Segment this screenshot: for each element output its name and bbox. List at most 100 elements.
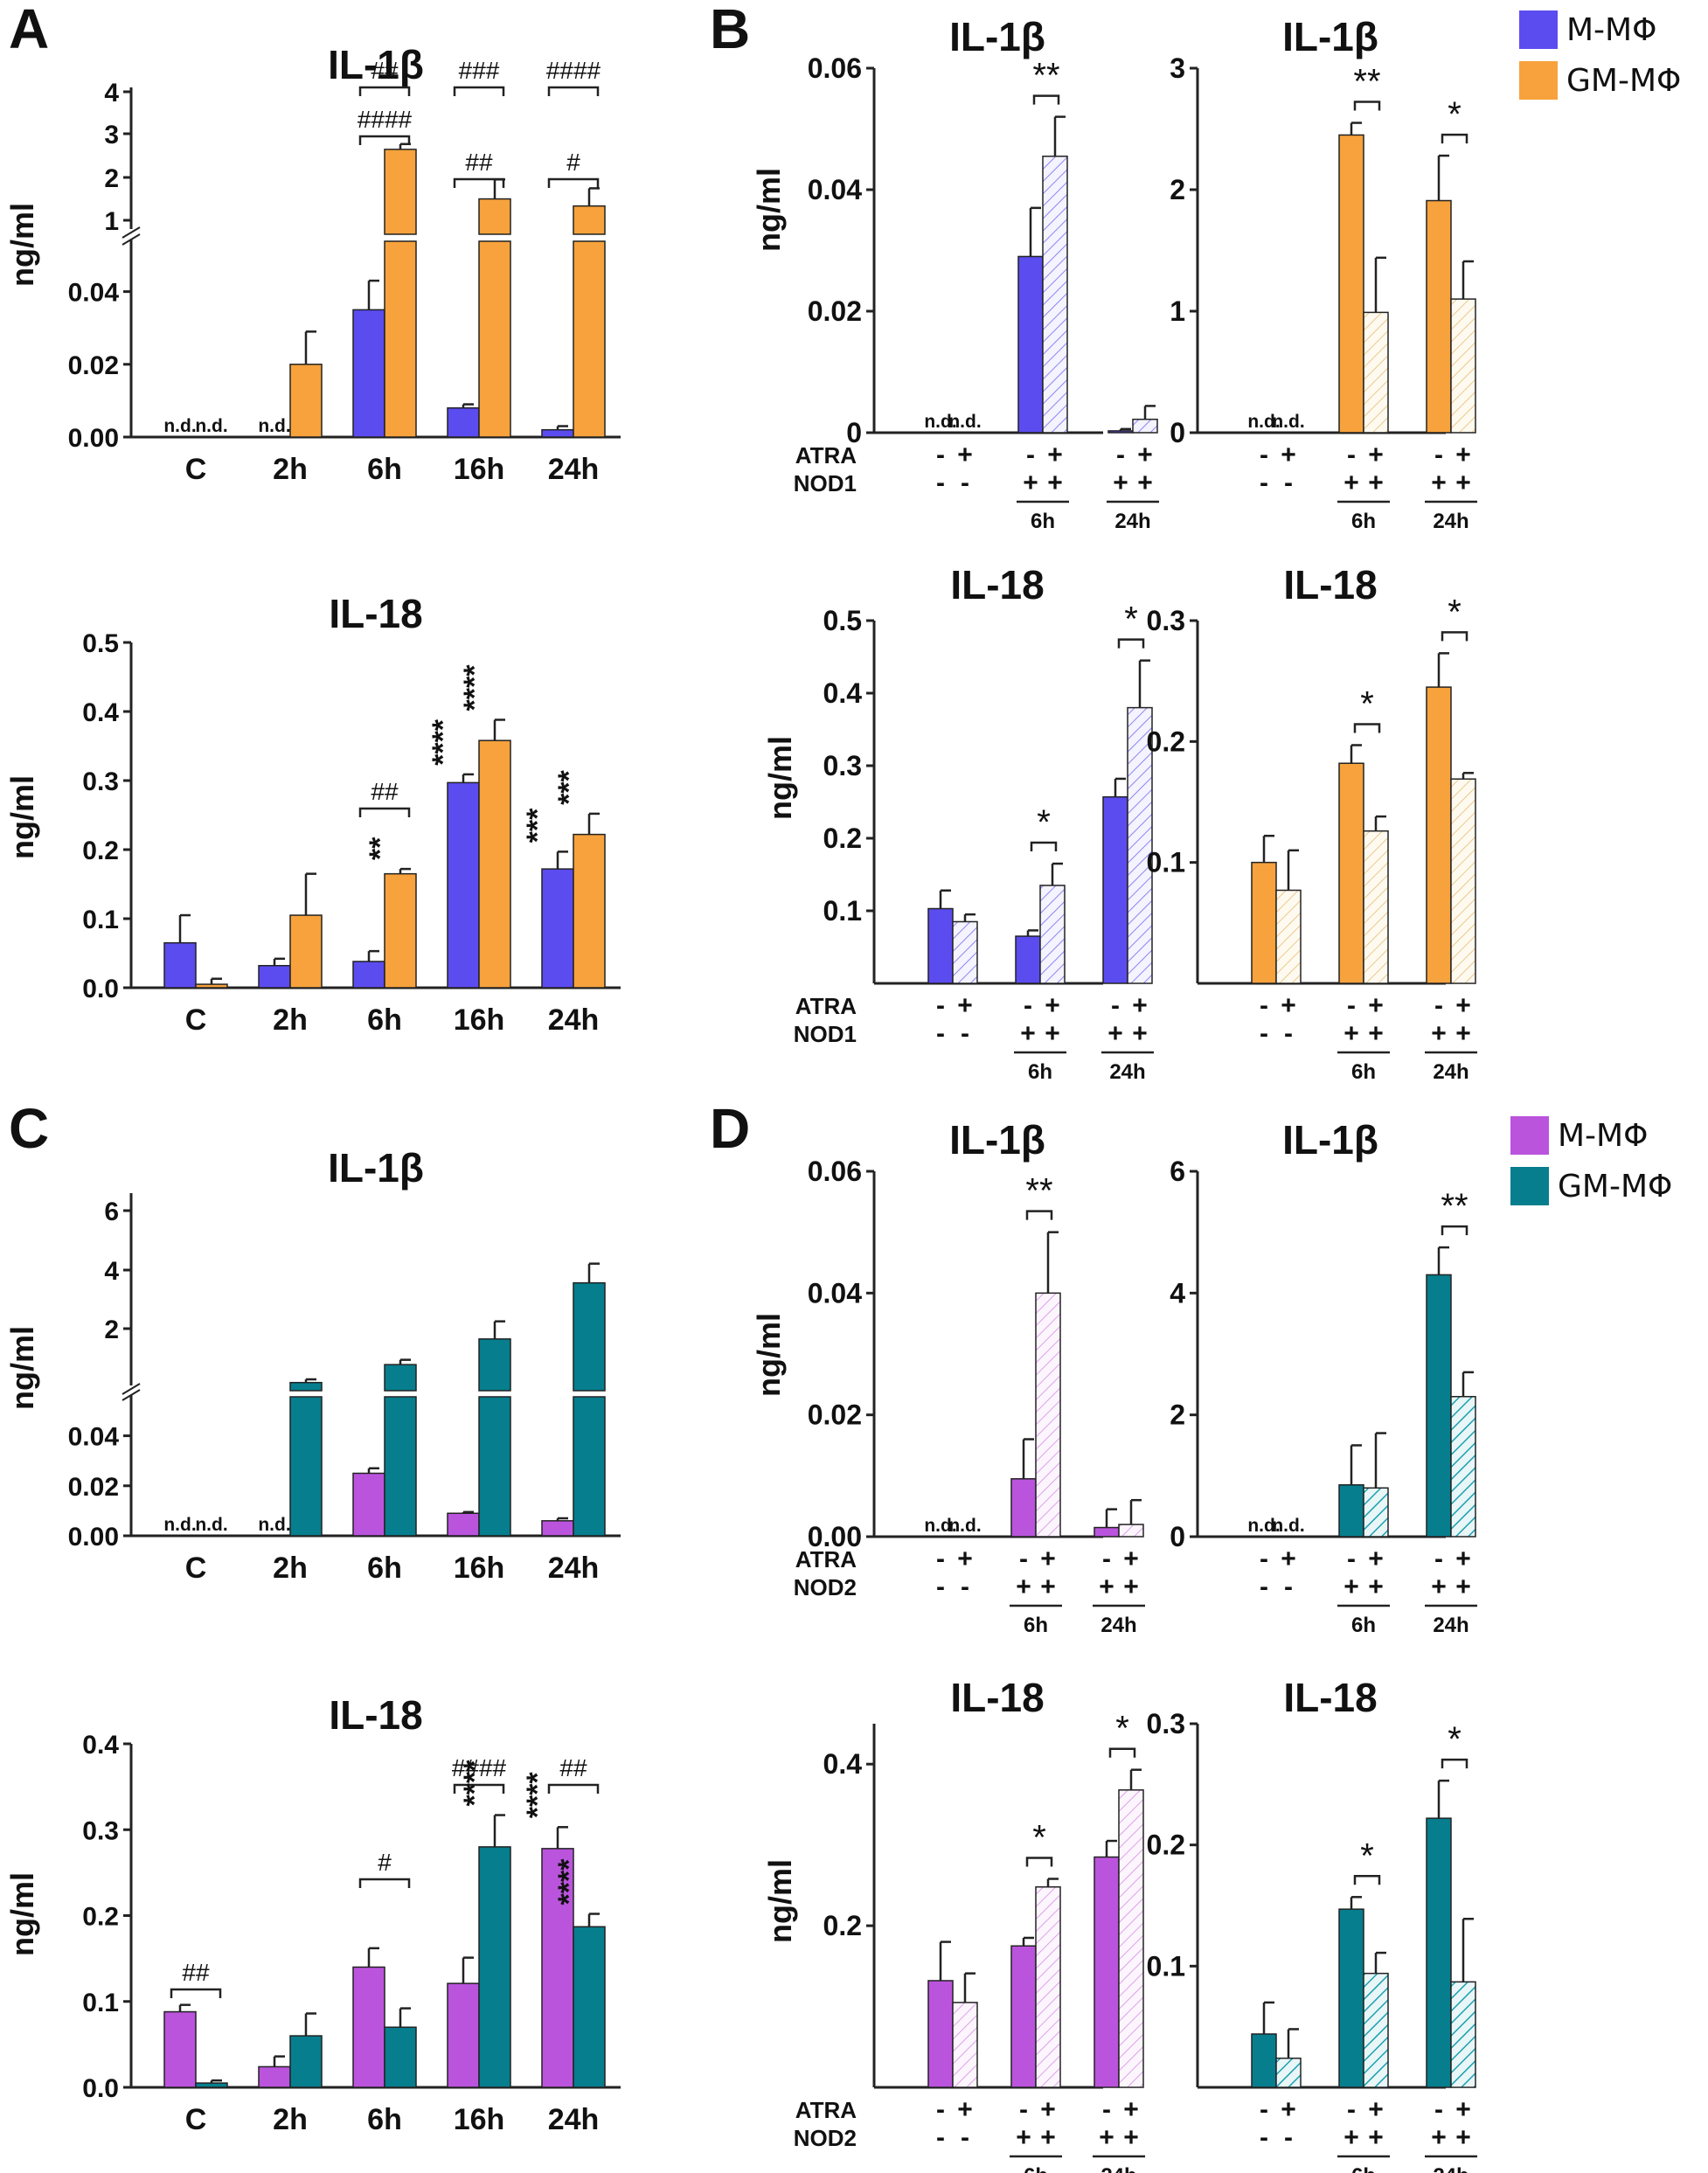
significance-marker: ### — [459, 57, 500, 84]
stim-sign: + — [1023, 469, 1038, 497]
stim-sign: + — [1045, 1019, 1060, 1048]
y-tick-label: 0.0 — [82, 975, 119, 1003]
x-tick-label: C — [185, 2103, 207, 2136]
significance-bracket — [170, 1988, 222, 1998]
not-detected-label: n.d. — [163, 1515, 196, 1535]
stim-sign: + — [1368, 1019, 1384, 1048]
significance-marker: ** — [1025, 1172, 1052, 1211]
stim-sign: + — [1343, 2123, 1359, 2152]
bar — [1338, 134, 1364, 434]
significance-bracket — [453, 86, 505, 96]
legend-top: M-MΦ GM-MΦ — [1519, 4, 1681, 106]
bar-atra — [1363, 1487, 1389, 1538]
legend-bottom: M-MΦ GM-MΦ — [1510, 1110, 1672, 1211]
significance-bracket — [1025, 1857, 1053, 1867]
bar — [478, 198, 511, 235]
bar — [573, 205, 606, 235]
bar — [289, 1381, 323, 1392]
y-tick-label: 0 — [1170, 417, 1185, 448]
y-tick-label: 0.06 — [808, 1156, 862, 1187]
significance-marker: #### — [546, 57, 601, 84]
y-axis-label: ng/ml — [762, 736, 798, 820]
significance-bracket — [1025, 1210, 1053, 1220]
y-tick-label: 0.04 — [68, 1423, 120, 1452]
stim-sign: + — [1016, 1572, 1031, 1601]
y-tick-label: 0.2 — [823, 823, 862, 854]
stim-sign: + — [1455, 1019, 1471, 1048]
significance-marker: #### — [358, 106, 413, 133]
y-tick-label: 0.3 — [823, 750, 862, 781]
atra-sign: + — [1281, 1545, 1296, 1573]
bar — [195, 983, 228, 989]
significance-marker: * — [1360, 684, 1374, 723]
y-tick-label: 0.4 — [82, 698, 119, 727]
y-tick-label: 0.4 — [823, 677, 863, 709]
chart-title: IL-1β — [328, 42, 424, 87]
row-label-stim: NOD2 — [794, 1574, 857, 1600]
legend-swatch — [1519, 61, 1558, 100]
significance-stars: *** — [552, 769, 586, 804]
stim-sign: - — [961, 1019, 969, 1048]
x-tick-label: 24h — [548, 2103, 600, 2136]
x-tick-label: 16h — [454, 453, 505, 486]
bar — [352, 309, 385, 438]
bar — [1010, 1478, 1037, 1538]
chart-title: IL-18 — [329, 1692, 422, 1738]
y-tick-label: 0.3 — [1147, 1708, 1185, 1739]
stim-sign: + — [1123, 1572, 1139, 1601]
bar — [352, 961, 385, 989]
y-tick-label: 0.2 — [1147, 1829, 1185, 1861]
atra-sign: - — [1347, 2095, 1356, 2124]
y-tick-label: 2 — [1170, 174, 1185, 205]
bar-atra — [1363, 830, 1389, 984]
atra-sign: - — [936, 1545, 945, 1573]
bar — [478, 1396, 511, 1537]
bar — [1338, 1908, 1364, 2088]
atra-sign: + — [1132, 991, 1148, 1020]
bar — [163, 2010, 197, 2088]
y-tick-label: 0.4 — [82, 1731, 119, 1760]
x-tick-label: 24h — [548, 1003, 600, 1037]
significance-bracket — [1108, 1747, 1136, 1758]
bar — [573, 1396, 606, 1537]
stim-sign: - — [1284, 1019, 1293, 1048]
bar — [927, 1980, 954, 2088]
bar-atra — [1118, 1789, 1144, 2088]
stim-sign: + — [1099, 1572, 1114, 1601]
row-label-atra: ATRA — [795, 442, 857, 469]
atra-sign: - — [936, 2095, 945, 2124]
y-tick-label: 0.2 — [82, 1903, 119, 1932]
y-tick-label: 0.02 — [808, 1399, 862, 1431]
significance-bracket — [1353, 101, 1381, 111]
bar — [1251, 2033, 1277, 2088]
bar — [1015, 935, 1041, 984]
legend-label: GM-MΦ — [1558, 1168, 1673, 1205]
atra-sign: + — [957, 991, 973, 1020]
significance-bracket — [453, 1783, 505, 1794]
y-tick-label: 2 — [104, 164, 119, 193]
bar — [927, 907, 954, 984]
significance-bracket — [1353, 1875, 1381, 1885]
stim-sign: - — [961, 2123, 969, 2152]
significance-stars: **** — [552, 1858, 586, 1906]
significance-marker: * — [1124, 601, 1138, 639]
significance-bracket — [547, 177, 600, 188]
x-tick-label: C — [185, 453, 207, 486]
time-label: 24h — [1114, 510, 1150, 533]
y-axis-label: ng/ml — [751, 1313, 787, 1397]
significance-bracket — [547, 1783, 600, 1794]
stim-sign: + — [1431, 2123, 1447, 2152]
bar — [447, 406, 480, 438]
bar — [289, 914, 323, 989]
time-label: 6h — [1351, 2164, 1376, 2173]
stim-sign: + — [1431, 1019, 1447, 1048]
stim-sign: + — [1368, 469, 1384, 497]
chart-title: IL-18 — [329, 591, 422, 636]
time-label: 6h — [1351, 1060, 1376, 1084]
stim-sign: + — [1455, 469, 1471, 497]
stim-sign: + — [1099, 2123, 1114, 2152]
bar — [352, 1472, 385, 1537]
y-tick-label: 0 — [1170, 1521, 1185, 1552]
atra-sign: + — [1368, 1545, 1384, 1573]
significance-marker: * — [1037, 803, 1051, 842]
